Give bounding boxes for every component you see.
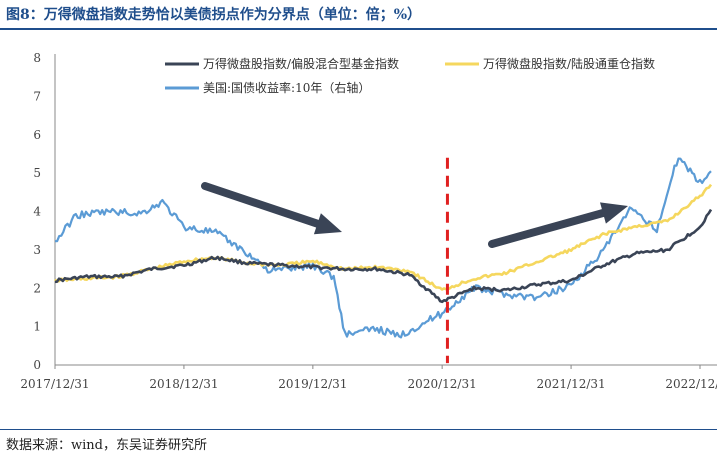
chart-axes: 0 1 2 3 4 5 6 7 8 2017/12/31 2018/12/31 2019/12/31 2… xyxy=(20,51,717,391)
series-line-2 xyxy=(54,208,713,304)
y-tick-label: 2 xyxy=(33,281,41,295)
series-line-0 xyxy=(55,157,712,339)
line-chart: 0 1 2 3 4 5 6 7 8 2017/12/31 2018/12/31 2019/12/31 2… xyxy=(20,51,717,391)
x-tick-label: 2020/12/31 xyxy=(408,377,477,391)
x-tick-label: 2018/12/31 xyxy=(149,377,218,391)
y-tick-label: 1 xyxy=(33,320,41,334)
y-tick-label: 6 xyxy=(33,128,41,142)
y-tick-label: 4 xyxy=(33,205,41,219)
x-tick-label: 2022/12/31 xyxy=(665,377,717,391)
chart-series xyxy=(54,157,713,339)
uptrend-arrow-head xyxy=(600,202,628,224)
chart-annotations xyxy=(201,157,628,364)
y-tick-label: 7 xyxy=(33,89,41,103)
source-divider xyxy=(0,429,717,430)
downtrend-arrow xyxy=(201,182,342,235)
y-tick-label: 5 xyxy=(33,166,41,180)
x-tick-label: 2019/12/31 xyxy=(278,377,347,391)
downtrend-arrow-head xyxy=(313,213,342,235)
source-note: 数据来源：wind，东吴证券研究所 xyxy=(6,438,207,453)
legend-label-2: 美国:国债收益率:10年（右轴） xyxy=(203,80,370,95)
downtrend-arrow-shaft xyxy=(201,182,322,228)
uptrend-arrow-shaft xyxy=(488,208,607,248)
chart-legend: 万得微盘股指数/偏股混合型基金指数 万得微盘股指数/陆股通重仓指数美国:国债收益率… xyxy=(165,56,655,95)
uptrend-arrow xyxy=(488,202,628,248)
y-tick-label: 3 xyxy=(33,243,41,257)
x-tick-label: 2021/12/31 xyxy=(536,377,605,391)
y-tick-label: 8 xyxy=(33,51,41,65)
legend-label-0: 万得微盘股指数/偏股混合型基金指数 xyxy=(203,56,399,71)
page-title: 图8：万得微盘指数走势恰以美债拐点作为分界点（单位：倍；%） xyxy=(6,7,422,23)
y-tick-label: 0 xyxy=(33,358,41,372)
title-divider xyxy=(0,28,717,30)
series-line-1 xyxy=(54,183,713,291)
x-tick-label: 2017/12/31 xyxy=(20,377,89,391)
legend-label-1: 万得微盘股指数/陆股通重仓指数 xyxy=(483,56,655,71)
